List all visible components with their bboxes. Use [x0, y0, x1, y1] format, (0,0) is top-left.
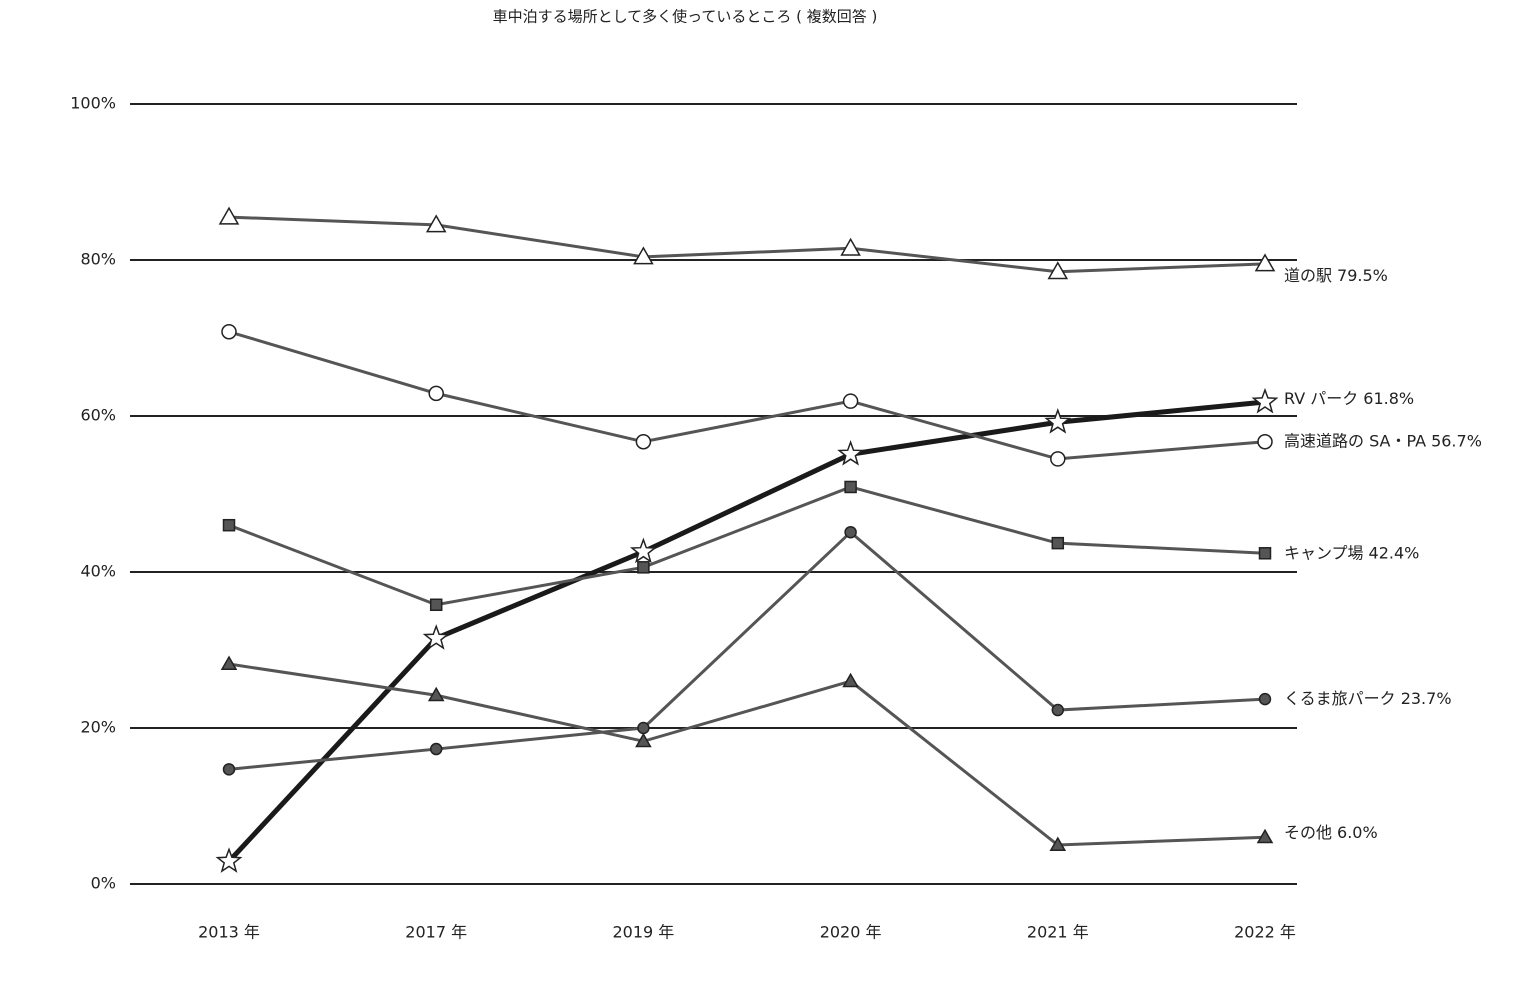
marker [842, 393, 859, 409]
series-line [228, 330, 1266, 461]
end-value-label: 61.8% [1363, 388, 1414, 407]
series-name: キャンプ場 [1284, 543, 1364, 562]
marker [222, 763, 236, 776]
y-tick-label: 20% [80, 718, 116, 737]
end-label: キャンプ場 42.4% [1284, 543, 1419, 562]
marker [637, 721, 650, 735]
y-tick-label: 60% [80, 406, 116, 425]
end-label: 道の駅 79.5% [1284, 265, 1388, 284]
marker [1047, 261, 1069, 280]
series-name: RV パーク [1284, 388, 1358, 407]
marker [842, 672, 859, 688]
x-tick-label: 2013 年 [198, 923, 260, 942]
marker [220, 655, 238, 671]
series-name: その他 [1284, 823, 1332, 842]
marker [633, 246, 654, 265]
y-tick-label: 80% [80, 250, 116, 269]
marker [1257, 433, 1273, 450]
x-tick-label: 2017 年 [405, 923, 467, 942]
marker [840, 237, 861, 256]
series-name: 道の駅 [1284, 265, 1332, 284]
x-tick-label: 2022 年 [1234, 923, 1296, 942]
series-line [228, 530, 1266, 771]
series-line [228, 485, 1266, 607]
end-value-label: 42.4% [1369, 543, 1420, 562]
marker [221, 324, 237, 340]
end-value-label: 56.7% [1431, 431, 1482, 450]
marker [1050, 451, 1066, 467]
marker [844, 480, 857, 494]
series-line [227, 399, 1266, 864]
marker [218, 206, 240, 225]
end-value-label: 79.5% [1337, 265, 1388, 284]
end-label: RV パーク 61.8% [1284, 388, 1414, 407]
end-label: その他 6.0% [1284, 823, 1378, 842]
marker [428, 385, 444, 402]
marker [215, 847, 243, 873]
marker [1051, 536, 1065, 550]
marker [1049, 836, 1067, 851]
marker [1044, 407, 1072, 434]
end-label: くるま旅パーク 23.7% [1284, 689, 1452, 708]
series-line [228, 662, 1266, 847]
marker [429, 598, 443, 612]
series-name: 高速道路の SA・PA [1284, 431, 1426, 450]
marker [422, 624, 450, 650]
x-tick-label: 2020 年 [820, 923, 882, 942]
marker [635, 433, 652, 450]
marker [844, 525, 857, 539]
marker [1254, 253, 1276, 272]
end-value-label: 23.7% [1401, 689, 1452, 708]
chart-title: 車中泊する場所として多く使っているところ ( 複数回答 ) [493, 8, 878, 26]
marker [222, 518, 236, 532]
marker [1051, 703, 1065, 717]
marker [425, 214, 447, 233]
series-line [228, 215, 1266, 274]
x-tick-label: 2019 年 [612, 923, 674, 942]
end-label: 高速道路の SA・PA 56.7% [1284, 431, 1482, 450]
marker [637, 561, 650, 574]
y-tick-label: 40% [80, 562, 116, 581]
y-tick-label: 100% [70, 94, 116, 113]
series-name: くるま旅パーク [1284, 689, 1396, 708]
marker [837, 439, 865, 466]
marker [1251, 387, 1279, 414]
y-tick-label: 0% [91, 874, 116, 893]
marker [1258, 547, 1272, 560]
marker [429, 742, 443, 756]
marker [1256, 828, 1274, 844]
marker [629, 537, 657, 564]
marker [1258, 692, 1272, 706]
marker [427, 686, 445, 702]
marker [635, 732, 652, 748]
end-value-label: 6.0% [1337, 823, 1378, 842]
x-tick-label: 2021 年 [1027, 923, 1089, 942]
